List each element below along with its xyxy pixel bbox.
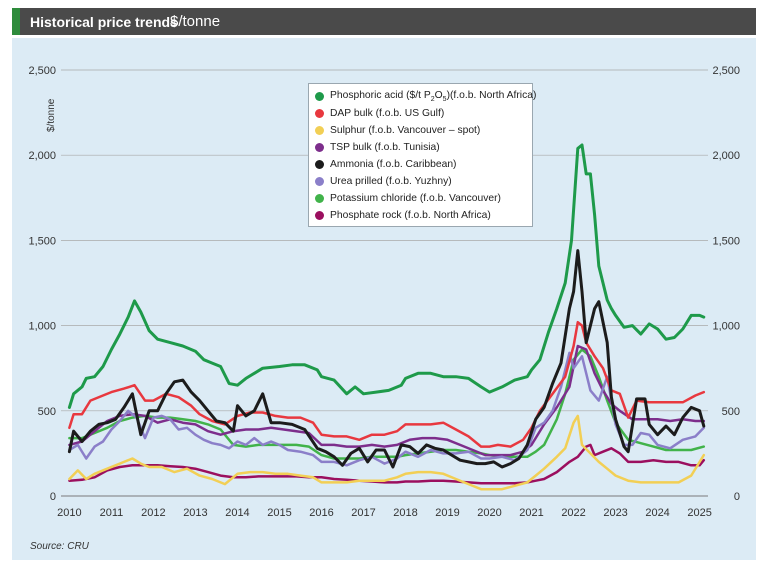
header-bar: Historical price trends $/tonne: [0, 0, 768, 42]
y-tick-label-left: 500: [38, 406, 56, 418]
series-line: [68, 344, 706, 457]
series-line: [67, 143, 706, 409]
legend-swatch: [315, 194, 324, 203]
legend-swatch: [315, 126, 324, 135]
x-tick-label: 2024: [645, 507, 669, 519]
series-line: [68, 348, 706, 460]
legend-item: Ammonia (f.o.b. Caribbean): [315, 156, 526, 173]
x-tick-label: 2013: [183, 507, 207, 519]
x-tick-label: 2023: [603, 507, 627, 519]
series-line: [67, 249, 706, 469]
legend-label: Urea prilled (f.o.b. Yuzhny): [330, 176, 452, 187]
y-tick-label-left: 1,000: [28, 321, 56, 333]
y-tick-label-right: 1,000: [712, 321, 740, 333]
y-axis-label: $/tonne: [46, 98, 57, 132]
y-tick-label-left: 2,000: [28, 150, 56, 162]
legend-swatch: [315, 160, 324, 169]
legend-item: Phosphate rock (f.o.b. North Africa): [315, 207, 526, 224]
legend-label: Sulphur (f.o.b. Vancouver – spot): [330, 125, 481, 136]
chart-unit: $/tonne: [170, 13, 221, 30]
y-tick-label-left: 0: [50, 491, 56, 503]
legend-swatch: [315, 143, 324, 152]
y-tick-label-left: 1,500: [28, 235, 56, 247]
header-band: [20, 8, 756, 35]
x-tick-label: 2010: [57, 507, 81, 519]
legend: Phosphoric acid ($/t P2O5)(f.o.b. North …: [308, 83, 536, 227]
legend-swatch: [315, 177, 324, 186]
x-tick-label: 2014: [225, 507, 249, 519]
legend-label: DAP bulk (f.o.b. US Gulf): [330, 108, 445, 119]
y-tick-label-right: 2,500: [712, 65, 740, 77]
x-tick-label: 2016: [309, 507, 333, 519]
x-tick-label: 2012: [141, 507, 165, 519]
legend-swatch: [315, 92, 324, 101]
legend-item: Urea prilled (f.o.b. Yuzhny): [315, 173, 526, 190]
y-tick-label-right: 500: [722, 406, 740, 418]
x-tick-label: 2025: [687, 507, 711, 519]
x-tick-label: 2011: [100, 507, 124, 519]
legend-label: Ammonia (f.o.b. Caribbean): [330, 159, 457, 170]
y-tick-label-right: 1,500: [712, 235, 740, 247]
legend-item: Phosphoric acid ($/t P2O5)(f.o.b. North …: [315, 88, 536, 105]
legend-item: TSP bulk (f.o.b. Tunisia): [315, 139, 526, 156]
y-tick-label-left: 2,500: [28, 65, 56, 77]
x-tick-label: 2020: [477, 507, 501, 519]
legend-label: Phosphoric acid ($/t P2O5)(f.o.b. North …: [330, 89, 537, 104]
chart-title: Historical price trends: [30, 14, 178, 30]
source-note: Source: CRU: [30, 541, 89, 552]
x-tick-label: 2015: [267, 507, 291, 519]
legend-item: DAP bulk (f.o.b. US Gulf): [315, 105, 526, 122]
x-tick-label: 2018: [393, 507, 417, 519]
x-tick-label: 2017: [351, 507, 375, 519]
legend-swatch: [315, 211, 324, 220]
y-tick-label-right: 0: [734, 491, 740, 503]
legend-label: Phosphate rock (f.o.b. North Africa): [330, 210, 491, 221]
legend-label: Potassium chloride (f.o.b. Vancouver): [330, 193, 501, 204]
legend-label: TSP bulk (f.o.b. Tunisia): [330, 142, 440, 153]
legend-item: Sulphur (f.o.b. Vancouver – spot): [315, 122, 526, 139]
legend-swatch: [315, 109, 324, 118]
x-tick-label: 2022: [561, 507, 585, 519]
series-line: [68, 414, 706, 491]
legend-item: Potassium chloride (f.o.b. Vancouver): [315, 190, 526, 207]
y-tick-label-right: 2,000: [712, 150, 740, 162]
header-accent: [12, 8, 20, 35]
x-tick-label: 2021: [519, 507, 543, 519]
x-tick-label: 2019: [435, 507, 459, 519]
